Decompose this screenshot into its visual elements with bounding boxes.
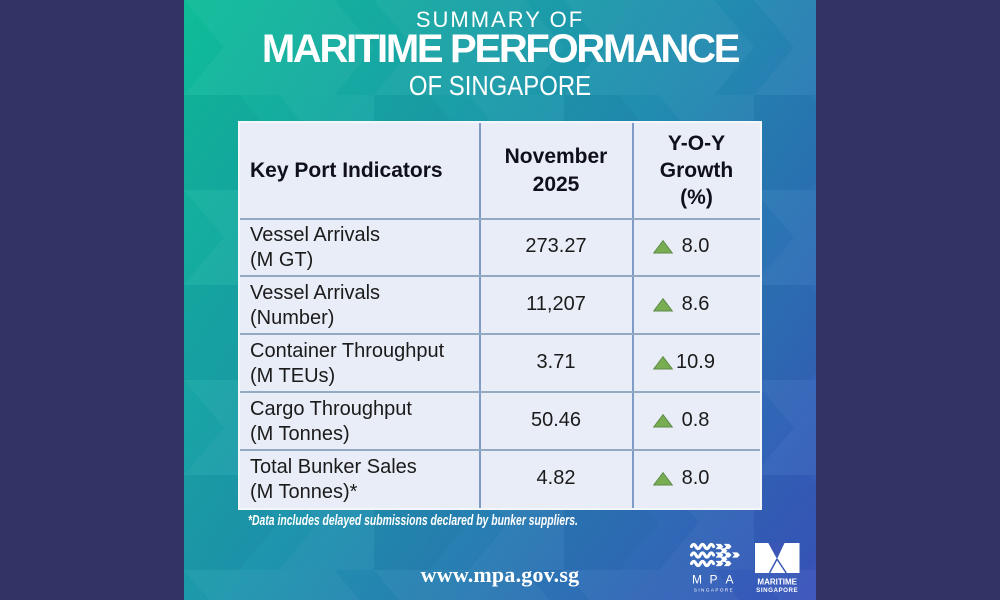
svg-text:MARITIME: MARITIME (757, 578, 797, 587)
svg-text:SINGAPORE: SINGAPORE (694, 588, 734, 593)
svg-text:P: P (710, 573, 718, 587)
svg-text:M: M (692, 573, 702, 587)
svg-text:SINGAPORE: SINGAPORE (756, 587, 798, 594)
svg-text:A: A (726, 573, 734, 587)
